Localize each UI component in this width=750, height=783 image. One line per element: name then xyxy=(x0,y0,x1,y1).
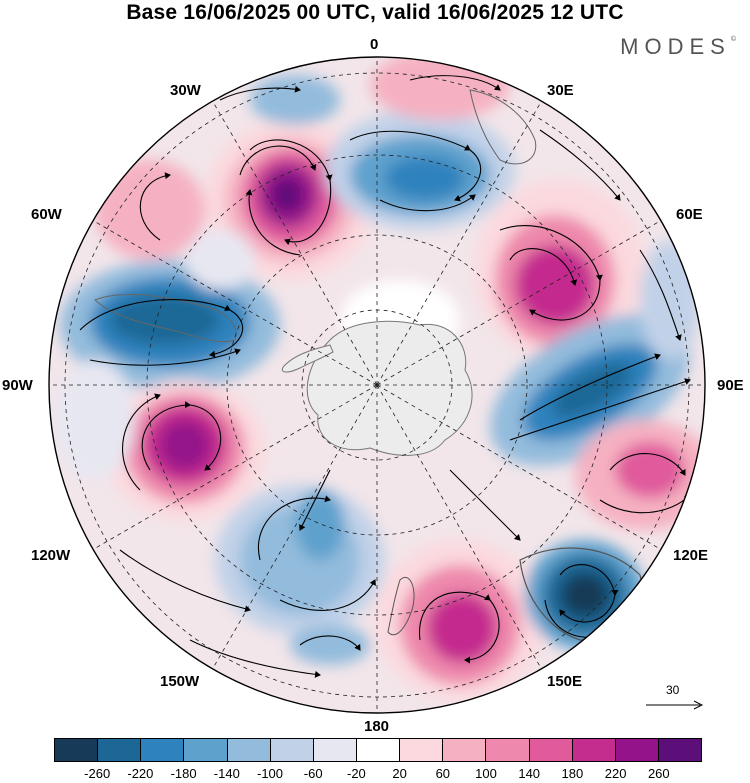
colorbar-tick-label: 220 xyxy=(604,766,627,781)
lon-label-90w: 90W xyxy=(2,377,33,394)
africa-coast xyxy=(469,89,537,165)
lon-label-150e: 150E xyxy=(547,673,583,690)
colorbar-tick-label: -180 xyxy=(170,766,197,781)
colorbar-tick-label: 260 xyxy=(647,766,670,781)
lon-label-60e: 60E xyxy=(676,206,703,223)
colorbar-segment xyxy=(55,739,98,761)
map-disk xyxy=(49,57,705,713)
colorbar-segment xyxy=(97,739,141,761)
lon-label-0: 0 xyxy=(370,36,379,53)
antarctica xyxy=(306,320,473,456)
lon-label-30e: 30E xyxy=(547,82,574,99)
colorbar-tick-label: -260 xyxy=(84,766,111,781)
polar-map xyxy=(48,56,706,714)
colorbar-tick-label: -140 xyxy=(213,766,240,781)
modes-logo: MODES© xyxy=(620,34,736,60)
lon-label-120w: 120W xyxy=(31,547,71,564)
colorbar-segment xyxy=(140,739,184,761)
logo-text: MODES xyxy=(620,34,731,59)
colorbar-tick-label: -60 xyxy=(303,766,323,781)
new-zealand-coast xyxy=(387,577,415,636)
lon-label-150w: 150W xyxy=(160,673,200,690)
lon-label-120e: 120E xyxy=(673,547,709,564)
colorbar-segment xyxy=(226,739,270,761)
colorbar-tick-label: 60 xyxy=(435,766,451,781)
reference-arrow-icon xyxy=(646,700,704,710)
colorbar-tick-label: -220 xyxy=(127,766,154,781)
colorbar-segment xyxy=(355,739,400,761)
colorbar xyxy=(54,738,702,762)
colorbar-segment xyxy=(657,739,702,761)
graticule xyxy=(49,57,705,713)
colorbar-segment xyxy=(528,739,572,761)
lon-label-30w: 30W xyxy=(170,82,201,99)
colorbar-labels: -260 -220 -180 -140 -100 -60 -20 20 60 100 140 180 2… xyxy=(54,766,702,782)
reference-vector: 30 xyxy=(644,683,706,713)
colorbar-tick-label: -100 xyxy=(256,766,284,781)
reference-vector-label: 30 xyxy=(666,683,680,697)
wind-streamlines xyxy=(79,75,691,678)
colorbar-segment xyxy=(312,739,356,761)
colorbar-tick-label: 20 xyxy=(392,766,407,781)
colorbar-tick-label: 140 xyxy=(518,766,541,781)
colorbar-segment xyxy=(442,739,486,761)
lon-label-180: 180 xyxy=(364,718,390,735)
lon-label-60w: 60W xyxy=(31,206,62,223)
colorbar-segment xyxy=(485,739,529,761)
lon-label-90e: 90E xyxy=(717,377,744,394)
south-america-coast xyxy=(94,294,237,343)
colorbar-segment xyxy=(614,739,658,761)
colorbar-tick-label: 180 xyxy=(561,766,584,781)
colorbar-tick-label: 100 xyxy=(475,766,497,781)
colorbar-segment xyxy=(269,739,313,761)
colorbar-segment xyxy=(399,739,443,761)
logo-mark: © xyxy=(730,36,736,43)
colorbar-segment xyxy=(183,739,227,761)
map-title: Base 16/06/2025 00 UTC, valid 16/06/2025… xyxy=(126,1,624,24)
map-boundary xyxy=(48,56,706,714)
colorbar-segment xyxy=(571,739,615,761)
colorbar-tick-label: -20 xyxy=(346,766,366,781)
